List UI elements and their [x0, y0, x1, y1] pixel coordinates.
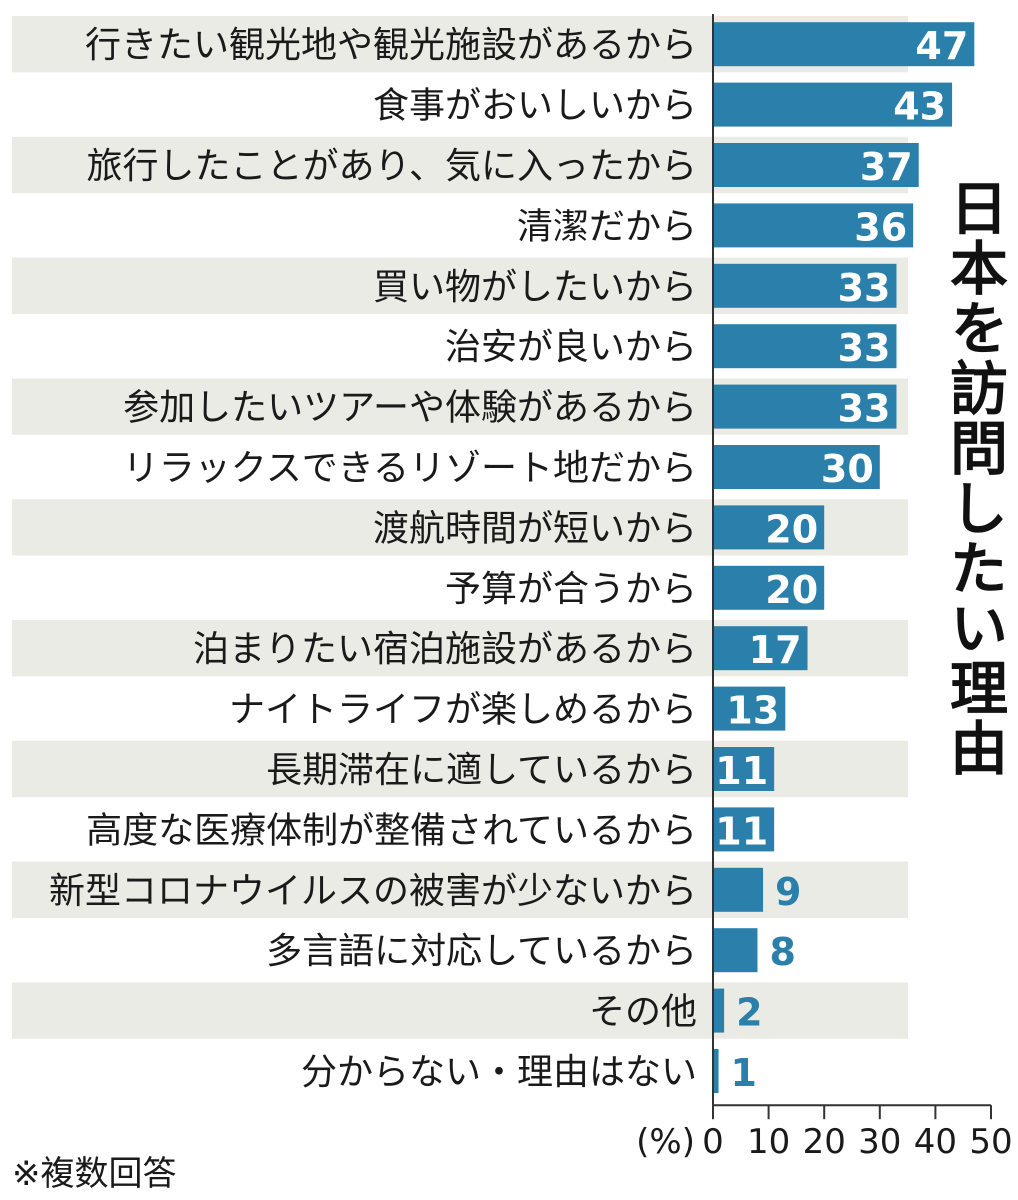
x-tick-label: 30	[858, 1122, 901, 1162]
data-label: 17	[749, 628, 802, 672]
bars	[713, 22, 975, 1093]
data-label: 9	[775, 870, 801, 914]
data-label: 33	[838, 326, 891, 370]
data-label: 43	[893, 85, 946, 129]
bar	[713, 867, 764, 912]
bar	[713, 384, 897, 429]
category-label: 長期滞在に適しているから	[266, 750, 697, 791]
bar	[713, 747, 775, 791]
category-label: 食事がおいしいから	[373, 86, 697, 127]
bar	[713, 445, 880, 489]
category-label: 治安が良いから	[445, 327, 697, 368]
category-label: その他	[589, 992, 697, 1033]
bar	[713, 807, 775, 852]
bar	[713, 505, 825, 550]
bar	[713, 82, 953, 127]
category-label: 予算が合うから	[445, 569, 697, 610]
bar	[713, 565, 825, 610]
x-tick-label: 10	[747, 1122, 790, 1162]
category-label: 高度な医療体制が整備されているから	[86, 810, 697, 851]
category-label: 清潔だから	[517, 206, 697, 247]
data-label: 11	[715, 809, 768, 853]
chart-note: ※複数回答	[12, 1154, 177, 1194]
category-label: 行きたい観光地や観光施設があるから	[85, 25, 697, 66]
data-label: 11	[715, 749, 768, 793]
category-label: 渡航時間が短いから	[373, 508, 697, 549]
category-label: 分からない・理由はない	[301, 1052, 697, 1093]
x-tick-label: 40	[914, 1122, 957, 1162]
data-label: 13	[726, 689, 779, 733]
bar	[713, 988, 725, 1033]
x-tick-label: 20	[803, 1122, 846, 1162]
bar	[713, 203, 914, 248]
bar	[713, 143, 919, 187]
data-label: 20	[765, 568, 818, 612]
data-label: 33	[838, 387, 891, 431]
data-label: 30	[821, 447, 874, 491]
data-label: 47	[915, 24, 968, 68]
row-band	[12, 982, 908, 1039]
category-label: ナイトライフが楽しめるから	[229, 690, 697, 731]
category-label: リラックスできるリゾート地だから	[123, 448, 697, 489]
x-axis: 0 10 20 30 40 50	[702, 14, 1013, 1162]
x-tick-label: 0	[702, 1122, 724, 1162]
data-label: 2	[736, 991, 762, 1035]
data-label: 20	[765, 507, 818, 551]
chart-title: 日本を訪問したい理由	[940, 178, 1008, 778]
x-tick-label: 50	[969, 1122, 1012, 1162]
bar	[713, 928, 758, 973]
data-label: 37	[860, 145, 913, 189]
data-label: 33	[838, 266, 891, 310]
category-label: 参加したいツアーや体験があるから	[123, 388, 697, 429]
category-label: 買い物がしたいから	[373, 267, 697, 308]
category-label: 泊まりたい宿泊施設があるから	[193, 629, 697, 670]
category-label: 新型コロナウイルスの被害が少ないから	[49, 871, 697, 912]
bar	[713, 22, 975, 67]
bar	[713, 1049, 719, 1093]
bar	[713, 686, 786, 731]
data-label: 1	[731, 1051, 757, 1095]
category-label: 旅行したことがあり、気に入ったから	[86, 146, 697, 187]
data-label: 8	[769, 930, 795, 974]
bar	[713, 626, 808, 671]
category-label: 多言語に対応しているから	[266, 931, 697, 972]
bar	[713, 263, 897, 308]
bar	[713, 324, 897, 369]
data-label: 36	[854, 205, 907, 249]
category-labels: 行きたい観光地や観光施設があるから食事がおいしいから旅行したことがあり、気に入っ…	[49, 25, 697, 1093]
axis-unit-label: (%)	[636, 1122, 695, 1162]
